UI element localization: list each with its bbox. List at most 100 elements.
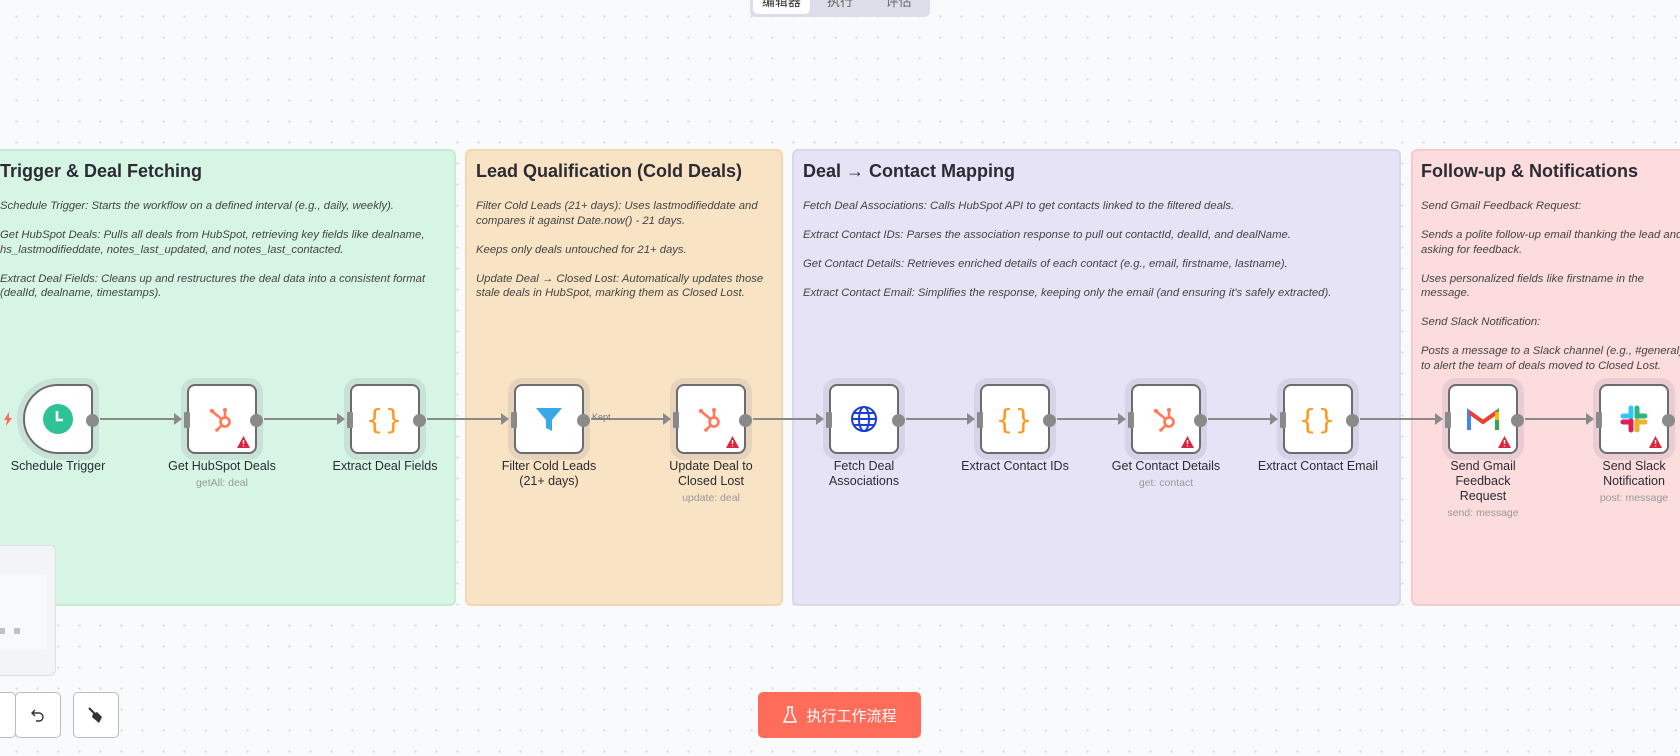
node-label: Schedule Trigger <box>0 459 148 474</box>
node-label: Get HubSpot Deals getAll: deal <box>132 459 312 491</box>
undo-button[interactable] <box>15 692 61 738</box>
node-label: Extract Contact IDs <box>925 459 1105 474</box>
input-handle[interactable] <box>511 412 517 428</box>
sticky-title: Trigger & Deal Fetching <box>0 161 203 181</box>
sticky-description: Send Gmail Feedback Request: Sends a pol… <box>1421 200 1680 372</box>
output-handle[interactable] <box>1511 414 1524 427</box>
sticky-description: Fetch Deal Associations: Calls HubSpot A… <box>803 200 1332 299</box>
output-handle[interactable] <box>739 414 752 427</box>
connection-arrow <box>1435 413 1443 425</box>
minimap[interactable] <box>0 545 56 676</box>
execute-workflow-label: 执行工作流程 <box>806 707 897 725</box>
connection-arrow <box>501 413 509 425</box>
output-handle[interactable] <box>1346 414 1359 427</box>
connection-line[interactable] <box>1525 418 1592 420</box>
output-handle[interactable] <box>1043 414 1056 427</box>
node-subtitle: get: contact <box>1138 477 1194 489</box>
warning-icon <box>1649 436 1662 448</box>
output-handle[interactable] <box>577 414 590 427</box>
connection-arrow <box>174 413 182 425</box>
node-update-deal-to-closed-lost[interactable] <box>673 384 752 454</box>
hubspot-icon <box>207 404 237 434</box>
input-handle[interactable] <box>826 412 832 428</box>
node-extract-deal-fields[interactable]: {} <box>347 384 426 454</box>
output-handle[interactable] <box>892 414 905 427</box>
node-label: Extract Deal Fields <box>295 459 475 474</box>
connection-line[interactable] <box>1057 418 1124 420</box>
connection-arrow <box>1270 413 1278 425</box>
warning-icon <box>1181 436 1194 448</box>
output-handle[interactable] <box>413 414 426 427</box>
hubspot-icon <box>696 404 726 434</box>
node-label: Filter Cold Leads (21+ days) <box>459 459 639 489</box>
tidy-up-button[interactable] <box>73 692 119 738</box>
connection-line[interactable] <box>1360 418 1441 420</box>
input-handle[interactable] <box>1128 412 1134 428</box>
minimap-viewport <box>0 574 47 650</box>
connection-line[interactable] <box>906 418 973 420</box>
node-filter-cold-leads-21-days[interactable] <box>511 384 590 454</box>
node-schedule-trigger[interactable] <box>23 384 99 454</box>
output-handle[interactable] <box>86 414 99 427</box>
undo-icon <box>31 709 44 722</box>
connection-line[interactable] <box>591 418 669 420</box>
minimap-node <box>0 628 5 634</box>
input-handle[interactable] <box>673 412 679 428</box>
input-handle[interactable] <box>184 412 190 428</box>
output-handle[interactable] <box>1194 414 1207 427</box>
node-name: Send Slack Notification <box>1602 459 1666 488</box>
node-send-slack-notification[interactable] <box>1596 384 1675 454</box>
code-braces-icon: {} <box>366 402 404 436</box>
node-label: Send Slack Notification post: message <box>1544 459 1680 506</box>
node-subtitle: send: message <box>1447 507 1519 519</box>
tab-evaluations[interactable]: 评估 <box>885 0 912 9</box>
connection-arrow <box>1586 413 1594 425</box>
sticky-note-qualification[interactable]: Lead Qualification (Cold Deals) Filter C… <box>465 149 783 606</box>
node-subtitle: getAll: deal <box>196 477 248 489</box>
execute-workflow-button[interactable]: 执行工作流程 <box>758 692 921 738</box>
node-name: Get HubSpot Deals <box>168 459 276 473</box>
output-handle[interactable] <box>250 414 263 427</box>
sticky-note-trigger[interactable]: Trigger & Deal Fetching Schedule Trigger… <box>0 149 456 606</box>
connection-line[interactable] <box>100 418 180 420</box>
node-label: Send Gmail Feedback Request send: message <box>1393 459 1573 521</box>
node-name: Send Gmail Feedback Request <box>1450 459 1516 503</box>
connection-line[interactable] <box>753 418 822 420</box>
node-name: Schedule Trigger <box>10 459 106 473</box>
trigger-bolt-icon <box>4 412 12 426</box>
input-handle[interactable] <box>977 412 983 428</box>
input-handle[interactable] <box>1445 412 1451 428</box>
output-handle[interactable] <box>1662 414 1675 427</box>
input-handle[interactable] <box>347 412 353 428</box>
connection-line[interactable] <box>264 418 343 420</box>
zoom-control-button[interactable] <box>0 692 16 738</box>
gmail-icon <box>1467 406 1499 432</box>
slack-icon <box>1619 404 1649 434</box>
node-label: Get Contact Details get: contact <box>1076 459 1256 491</box>
tab-editor[interactable]: 编辑器 <box>753 0 810 14</box>
node-fetch-deal-associations[interactable] <box>826 384 905 454</box>
connection-line[interactable] <box>1208 418 1276 420</box>
input-handle[interactable] <box>1596 412 1602 428</box>
connection-arrow <box>663 413 671 425</box>
tab-executions[interactable]: 执行 <box>827 0 854 9</box>
node-extract-contact-ids[interactable]: {} <box>977 384 1056 454</box>
node-name: Fetch Deal Associations <box>828 459 900 488</box>
sticky-description: Schedule Trigger: Starts the workflow on… <box>0 200 426 299</box>
sticky-note-notifications[interactable]: Follow-up & Notifications Send Gmail Fee… <box>1411 149 1680 606</box>
clock-icon <box>42 403 74 435</box>
node-send-gmail-feedback-request[interactable] <box>1445 384 1524 454</box>
node-name: Update Deal to Closed Lost <box>669 459 753 488</box>
connection-line[interactable] <box>427 418 507 420</box>
node-label: Fetch Deal Associations <box>774 459 954 489</box>
broom-icon <box>88 707 102 723</box>
node-extract-contact-email[interactable]: {} <box>1280 384 1359 454</box>
connection-arrow <box>967 413 975 425</box>
node-get-contact-details[interactable] <box>1128 384 1207 454</box>
code-braces-icon: {} <box>996 402 1034 436</box>
input-handle[interactable] <box>1280 412 1286 428</box>
sticky-note-mapping[interactable]: Deal → Contact Mapping Fetch Deal Associ… <box>792 149 1401 606</box>
filter-icon <box>534 404 564 434</box>
node-get-hubspot-deals[interactable] <box>184 384 263 454</box>
sticky-title: Lead Qualification (Cold Deals) <box>476 161 743 181</box>
